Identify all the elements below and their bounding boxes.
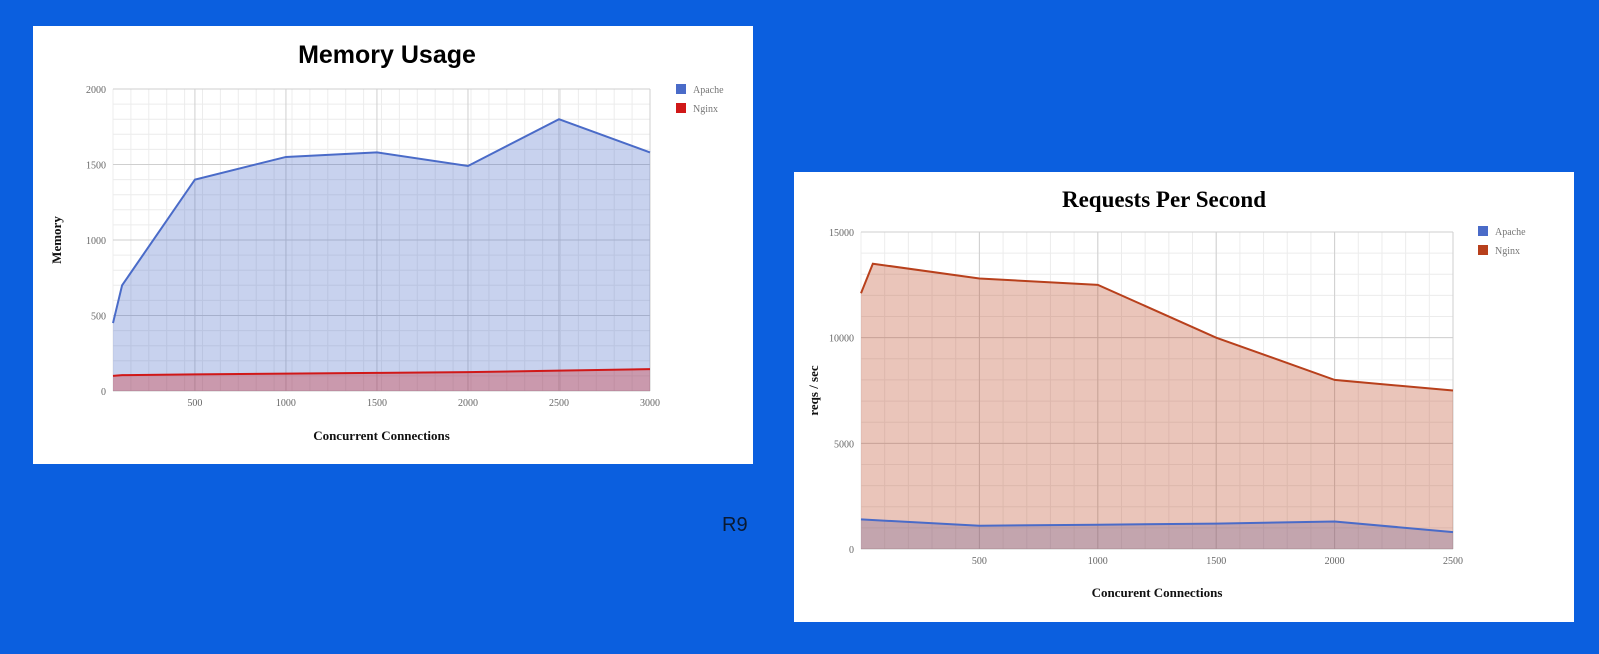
x-tick-label: 2000 (1325, 556, 1345, 567)
series-area-apache (113, 119, 650, 391)
y-tick-label: 10000 (829, 334, 854, 345)
series-line-apache (112, 118, 651, 324)
x-tick-label: 1500 (367, 398, 387, 409)
chart-title: Requests Per Second (1062, 187, 1266, 212)
x-tick-label: 3000 (640, 398, 660, 409)
x-tick-label: 1000 (1088, 556, 1108, 567)
memory-usage-chart: 500 1000 1500 2000 2500 3000 0 500 1000 1500 2000 M… (33, 26, 753, 464)
legend-swatch-nginx (1478, 245, 1488, 255)
series-area-nginx (861, 263, 1453, 549)
series-line-nginx (860, 262, 1454, 392)
y-tick-label: 1500 (86, 161, 106, 172)
x-tick-label: 500 (187, 398, 202, 409)
slide-label: R9 (722, 514, 748, 536)
y-tick-label: 2000 (86, 85, 106, 96)
series-line-apache (860, 518, 1454, 534)
y-tick-label: 1000 (86, 236, 106, 247)
legend-label-apache: Apache (693, 85, 724, 96)
memory-usage-svg: 500 1000 1500 2000 2500 3000 0 500 1000 1500 2000 M… (49, 41, 724, 443)
y-tick-label: 0 (849, 545, 854, 556)
y-tick-label: 0 (101, 387, 106, 398)
legend-swatch-nginx (676, 103, 686, 113)
x-tick-label: 1000 (276, 398, 296, 409)
y-tick-label: 500 (91, 312, 106, 323)
legend-swatch-apache (1478, 226, 1488, 236)
legend-label-nginx: Nginx (1495, 246, 1520, 257)
legend-label-apache: Apache (1495, 227, 1526, 238)
x-tick-label: 2500 (549, 398, 569, 409)
y-axis-title: Memory (49, 216, 64, 264)
x-tick-label: 2000 (458, 398, 478, 409)
requests-per-second-svg: 500 1000 1500 2000 2500 0 5000 10000 15000 Reques… (806, 187, 1526, 600)
y-axis-title: reqs / sec (806, 365, 821, 416)
series-line-nginx (112, 368, 651, 377)
x-tick-label: 1500 (1206, 556, 1226, 567)
legend-label-nginx: Nginx (693, 104, 718, 115)
y-tick-label: 5000 (834, 439, 854, 450)
requests-per-second-chart: 500 1000 1500 2000 2500 0 5000 10000 15000 Reques… (794, 172, 1574, 622)
x-axis-title: Concurent Connections (1092, 585, 1223, 600)
x-axis-title: Concurrent Connections (313, 428, 450, 443)
x-tick-label: 2500 (1443, 556, 1463, 567)
series-area-apache (861, 519, 1453, 549)
chart-title: Memory Usage (298, 41, 476, 69)
x-tick-label: 500 (972, 556, 987, 567)
y-tick-label: 15000 (829, 228, 854, 239)
legend-swatch-apache (676, 84, 686, 94)
